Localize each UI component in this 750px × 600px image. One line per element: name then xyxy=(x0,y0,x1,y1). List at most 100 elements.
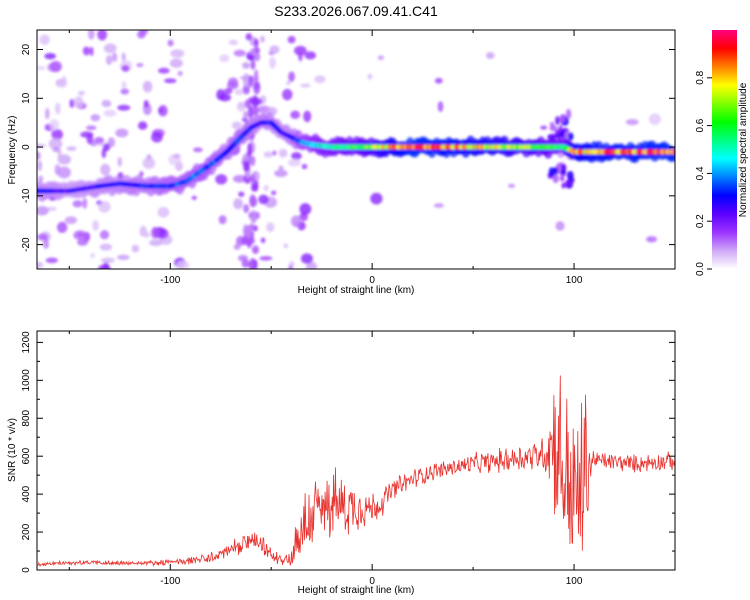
spectrogram-noise-cell xyxy=(270,190,277,196)
spectrogram-noise-cell xyxy=(304,51,317,60)
spectrogram-noise-cell xyxy=(121,52,126,62)
spectrogram-noise-cell xyxy=(248,75,254,88)
snr-y-tick-label: 200 xyxy=(21,523,32,540)
spectrogram-noise-cell xyxy=(193,147,203,153)
colorbar-tick-label: 0.8 xyxy=(695,70,706,84)
spectrogram-noise-cell xyxy=(253,38,259,48)
spectrogram-noise-cell xyxy=(248,260,255,269)
spectrogram-noise-cell xyxy=(238,191,245,197)
spectrogram-noise-cell xyxy=(136,63,144,68)
spectrogram-noise-cell xyxy=(150,226,160,239)
spectrogram-noise-cell xyxy=(115,128,129,138)
spectrogram-noise-cell xyxy=(287,159,302,167)
spectrogram-noise-cell xyxy=(97,30,108,41)
spectrogram-noise-cell xyxy=(73,96,84,109)
spectrogram-noise-cell xyxy=(117,254,130,261)
spectrogram-y-tick-label: 0 xyxy=(21,144,32,150)
spectrogram-noise-cell xyxy=(101,257,115,264)
spectrogram-noise-cell xyxy=(37,233,49,241)
spectrogram-noise-cell xyxy=(72,200,83,208)
snr-panel: -100 0 100 0 200 400 600 800 1000 1200 Height of… xyxy=(7,330,676,596)
spectrogram-noise-cell xyxy=(117,104,131,111)
spectrogram-noise-cell xyxy=(566,171,574,180)
spectrogram-noise-cell xyxy=(216,89,226,101)
spectrogram-noise-cell xyxy=(158,67,170,74)
snr-x-tick-label: 100 xyxy=(566,576,583,587)
colorbar-tick-label: 0.4 xyxy=(695,166,706,180)
spectrogram-noise-cell xyxy=(87,30,95,40)
snr-y-tick-label: 1200 xyxy=(21,331,32,354)
spectrogram-noise-cell xyxy=(266,222,275,233)
spectrogram-noise-cell xyxy=(288,71,295,82)
spectrogram-y-label: Frequency (Hz) xyxy=(7,116,18,185)
spectrogram-noise-cell xyxy=(89,46,94,57)
spectrogram-noise-cell xyxy=(231,121,243,130)
spectrogram-noise-cell xyxy=(142,80,153,93)
spectrogram-noise-cell xyxy=(648,113,661,125)
spectrogram-noise-cell xyxy=(249,194,257,208)
spectrogram-noise-cell xyxy=(259,256,273,261)
spectrogram-noise-cell xyxy=(80,131,94,138)
spectrogram-noise-cell xyxy=(561,164,567,170)
spectrogram-noise-cell xyxy=(263,151,273,158)
spectrogram-noise-cell xyxy=(219,54,230,63)
colorbar-tick-label: 0.2 xyxy=(695,214,706,228)
spectrogram-noise-cell xyxy=(299,203,312,215)
spectrogram-noise-cell xyxy=(555,221,565,231)
spectrogram-noise-cell xyxy=(146,154,152,160)
colorbar-ticks: 0.0 0.2 0.4 0.6 0.8 xyxy=(695,70,712,276)
snr-x-tick-label: 0 xyxy=(369,576,375,587)
spectrogram-noise-cell xyxy=(82,46,90,56)
spectrogram-noise-cell xyxy=(49,119,60,131)
spectrogram-noise-cell xyxy=(567,132,574,141)
spectrogram-noise-cell xyxy=(167,39,174,47)
spectrogram-noise-cell xyxy=(142,157,156,169)
spectrogram-noise-cell xyxy=(254,69,259,80)
spectrogram-noise-cell xyxy=(131,244,140,253)
snr-x-ticks: -100 0 100 xyxy=(68,331,676,587)
spectrogram-noise-cell xyxy=(272,150,277,156)
spectrogram-noise-cell xyxy=(247,105,254,119)
spectrogram-noise-cell xyxy=(507,183,516,188)
spectrogram-noise-cell xyxy=(290,110,301,120)
spectrogram-noise-cell xyxy=(39,34,50,45)
spectrogram-noise-cell xyxy=(228,39,239,45)
spectrogram-noise-cell xyxy=(540,125,548,130)
spectrogram-noise-cell xyxy=(288,264,294,269)
spectrogram-noise-cell xyxy=(56,221,68,233)
spectrogram-noise-cell xyxy=(565,108,572,120)
spectrogram-noise-cell xyxy=(51,129,63,141)
spectrogram-noise-cell xyxy=(559,115,566,124)
colorbar-tick-label: 0.6 xyxy=(695,118,706,132)
spectrogram-noise-cell xyxy=(298,50,303,62)
spectrogram-noise-cell xyxy=(548,167,555,177)
snr-y-label: SNR (10 * v/v) xyxy=(7,418,18,482)
figure-title: S233.2026.067.09.41.C41 xyxy=(274,3,438,19)
spectrogram-noise-cell xyxy=(57,166,71,179)
spectrogram-noise-cell xyxy=(111,52,118,62)
spectrogram-x-label: Height of straight line (km) xyxy=(298,285,415,296)
spectrogram-noise-cell xyxy=(143,99,149,108)
spectrogram-y-ticks: -20 -10 0 10 20 xyxy=(21,44,675,252)
spectrogram-noise-cell xyxy=(241,259,250,268)
spectrogram-frame xyxy=(36,29,676,270)
spectrogram-noise-cell xyxy=(169,58,183,68)
spectrogram-x-tick-label: -100 xyxy=(160,275,180,286)
spectrogram-noise-cell xyxy=(46,206,57,211)
spectrogram-noise-cell xyxy=(486,52,495,60)
spectrogram-noise-cell xyxy=(234,88,245,96)
spectrogram-noise-cell xyxy=(38,175,44,183)
spectrogram-noise-cell xyxy=(260,237,266,244)
spectrogram-noise-cell xyxy=(144,231,150,238)
spectrogram-y-tick-label: -20 xyxy=(21,237,32,252)
spectrogram-noise-cell xyxy=(286,80,291,86)
spectrogram-noise-cell xyxy=(107,137,116,148)
spectrogram-noise-cell xyxy=(252,225,258,232)
spectrogram-noise-cell xyxy=(242,62,250,69)
snr-y-tick-label: 0 xyxy=(21,567,32,573)
spectrogram-noise-cell xyxy=(92,220,100,231)
snr-y-ticks: 0 200 400 600 800 1000 1200 xyxy=(21,331,675,573)
spectrogram-noise-cell xyxy=(224,88,233,94)
spectrogram-noise-cell xyxy=(99,243,113,251)
